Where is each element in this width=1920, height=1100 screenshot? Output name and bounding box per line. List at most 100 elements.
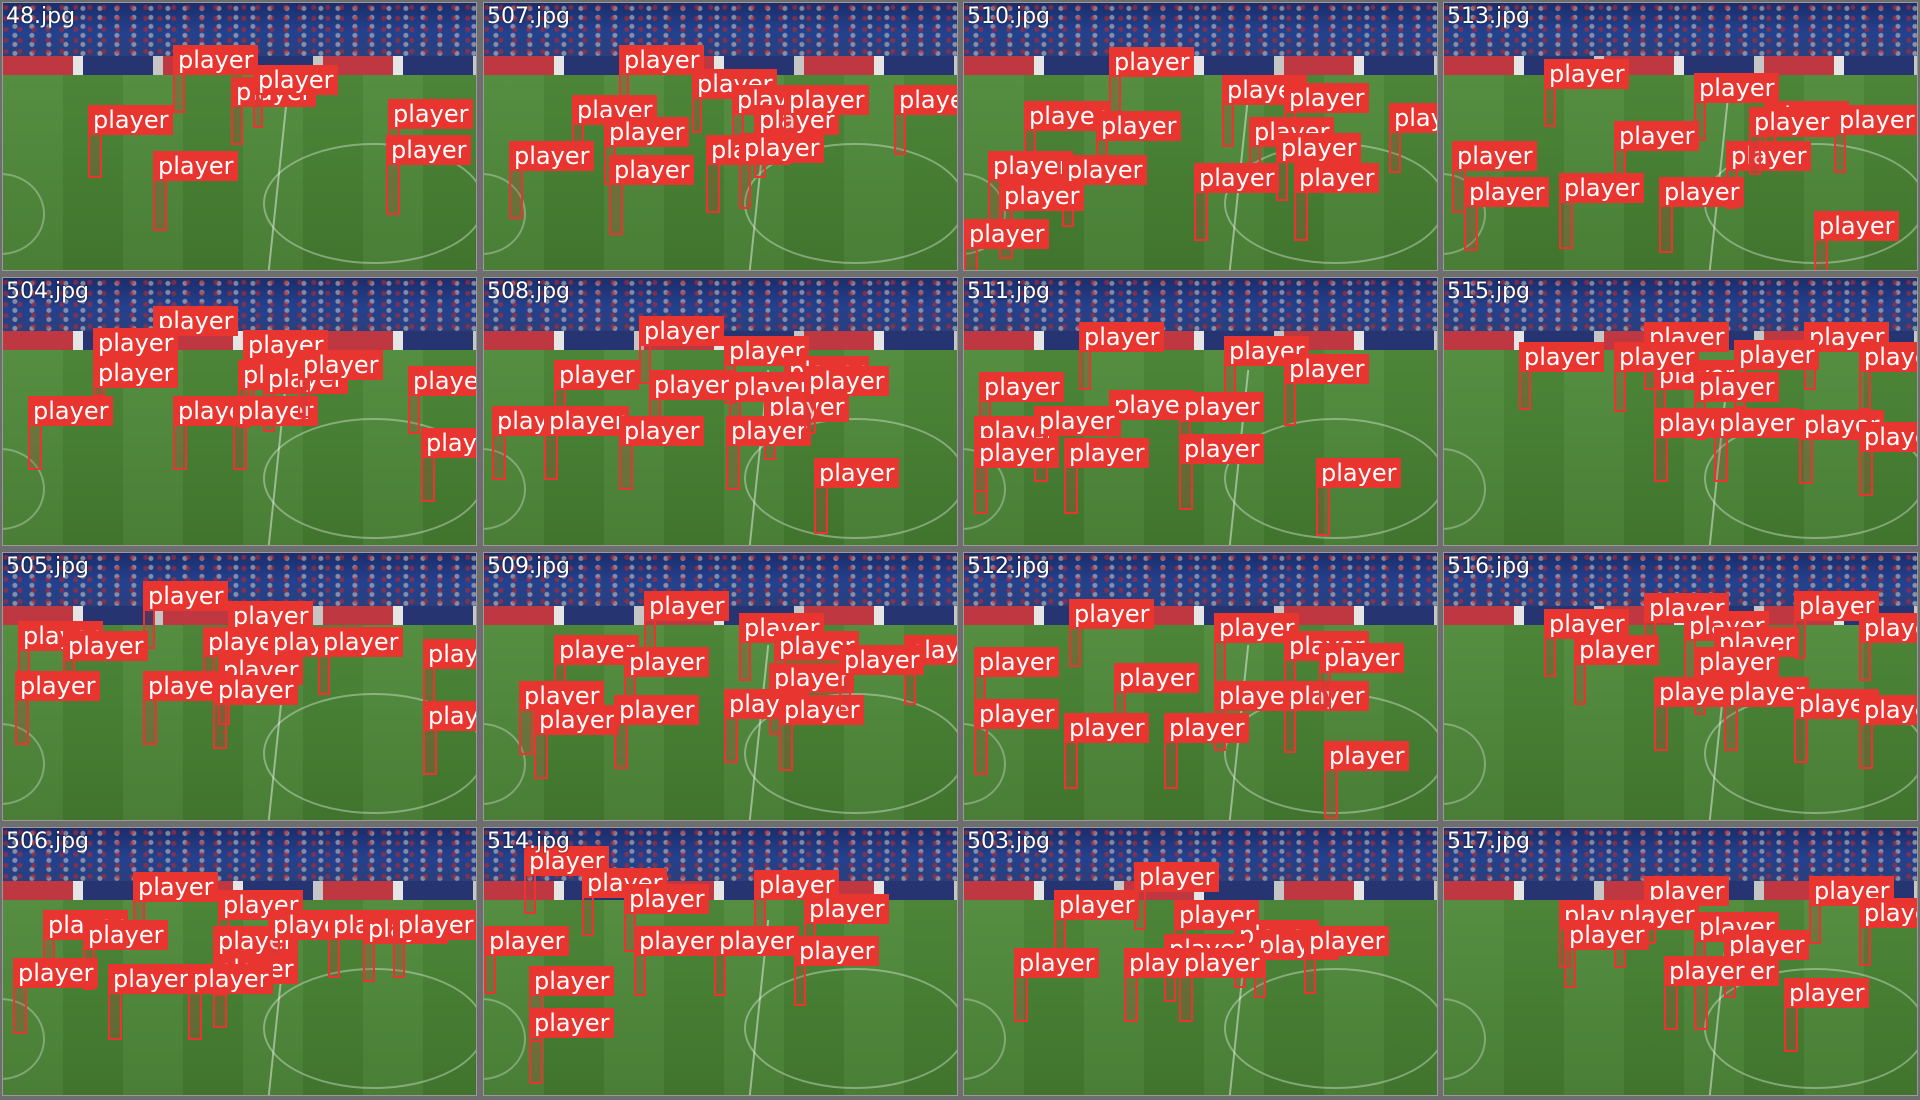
tile-filename: 505.jpg bbox=[6, 554, 90, 579]
detection-label: player bbox=[1069, 599, 1155, 629]
player-detection-box: player bbox=[988, 151, 1074, 227]
player-detection-box: player bbox=[529, 1008, 615, 1084]
player-detection-box: player bbox=[544, 406, 630, 480]
player-detection-box: player bbox=[363, 914, 449, 982]
detection-label: player bbox=[1324, 741, 1410, 771]
detection-label: player bbox=[1179, 434, 1265, 464]
crowd-stands bbox=[3, 278, 476, 332]
player-detection-box: player bbox=[423, 639, 476, 707]
center-circle bbox=[744, 143, 957, 265]
image-tile: 517.jpg player player player player player pla… bbox=[1443, 827, 1918, 1096]
detection-label: player bbox=[974, 699, 1060, 729]
tile-filename: 515.jpg bbox=[1447, 279, 1531, 304]
player-detection-box: player bbox=[1222, 75, 1308, 147]
detection-label: player bbox=[1544, 609, 1630, 639]
player-detection-box: player bbox=[779, 695, 865, 771]
player-detection-box: player bbox=[1069, 599, 1155, 667]
detection-label: player bbox=[1024, 101, 1110, 131]
player-detection-box: player bbox=[108, 964, 194, 1040]
detection-label: player bbox=[88, 105, 174, 135]
player-detection-box: player bbox=[1064, 713, 1150, 789]
penalty-arc bbox=[1444, 997, 1486, 1080]
detection-label: player bbox=[726, 416, 812, 446]
detection-label: player bbox=[619, 416, 705, 446]
player-detection-box: player bbox=[534, 705, 620, 779]
detection-label: player bbox=[1726, 141, 1812, 171]
detection-label: player bbox=[1284, 354, 1370, 384]
penalty-arc bbox=[1444, 447, 1486, 530]
detection-label: player bbox=[298, 350, 384, 380]
grass-pitch bbox=[484, 75, 957, 270]
detection-label: player bbox=[804, 894, 890, 924]
detection-label: player bbox=[794, 936, 880, 966]
detection-label: player bbox=[1654, 677, 1740, 707]
tile-filename: 504.jpg bbox=[6, 279, 90, 304]
player-detection-box: player bbox=[619, 416, 705, 490]
detection-label: player bbox=[964, 219, 1050, 249]
detection-label: player bbox=[63, 631, 149, 661]
player-detection-box: player bbox=[231, 77, 317, 145]
detection-label: player bbox=[1694, 647, 1780, 677]
image-tile: 515.jpg player player player player player pla… bbox=[1443, 277, 1918, 546]
detection-label: player bbox=[1284, 83, 1370, 113]
player-detection-box: player bbox=[153, 151, 239, 231]
detection-label: player bbox=[544, 406, 630, 436]
image-tile: 507.jpg player player player player player pla… bbox=[483, 2, 958, 271]
detection-label: player bbox=[423, 639, 476, 669]
penalty-arc bbox=[484, 997, 526, 1080]
crowd-stands bbox=[964, 3, 1437, 57]
player-detection-box: player bbox=[1319, 643, 1405, 711]
player-detection-box: player bbox=[974, 647, 1060, 715]
player-detection-box: player bbox=[386, 135, 472, 215]
player-detection-box: player bbox=[1714, 408, 1800, 482]
player-detection-box: player bbox=[1452, 141, 1538, 213]
detection-label: player bbox=[1464, 177, 1550, 207]
detection-label: player bbox=[213, 926, 299, 956]
detection-label: player bbox=[93, 358, 179, 388]
tile-filename: 506.jpg bbox=[6, 829, 90, 854]
detection-label: player bbox=[1214, 613, 1300, 643]
detection-label: player bbox=[213, 675, 299, 705]
player-detection-box: player bbox=[1659, 177, 1745, 253]
player-detection-box: player bbox=[1316, 458, 1402, 536]
detection-label: player bbox=[1694, 73, 1780, 103]
detection-label: player bbox=[644, 591, 730, 621]
player-detection-box: player bbox=[83, 920, 169, 990]
player-detection-box: player bbox=[726, 416, 812, 490]
stadium-scene bbox=[484, 3, 957, 270]
stadium-scene bbox=[1444, 278, 1917, 545]
detection-label: player bbox=[1034, 406, 1120, 436]
player-detection-box: player bbox=[1024, 101, 1110, 169]
detection-label: player bbox=[233, 396, 319, 426]
player-detection-box: player bbox=[1284, 681, 1370, 753]
image-tile: 516.jpg player player player player player pla… bbox=[1443, 552, 1918, 821]
player-detection-box: player bbox=[634, 926, 720, 996]
player-detection-box: player bbox=[624, 884, 710, 952]
detection-label: player bbox=[1134, 862, 1220, 892]
detection-label: player bbox=[1559, 173, 1645, 203]
player-detection-box: player bbox=[1464, 177, 1550, 251]
detection-label: player bbox=[1164, 713, 1250, 743]
detection-label: player bbox=[624, 647, 710, 677]
detection-label: player bbox=[408, 366, 476, 396]
detection-label: player bbox=[784, 85, 870, 115]
player-detection-box: player bbox=[609, 155, 695, 235]
detection-label: player bbox=[1734, 340, 1820, 370]
detection-label: player bbox=[1319, 643, 1405, 673]
tile-filename: 508.jpg bbox=[487, 279, 571, 304]
player-detection-box: player bbox=[1799, 410, 1885, 484]
detection-label: player bbox=[779, 695, 865, 725]
grass-pitch bbox=[1444, 625, 1917, 820]
detection-label: player bbox=[1519, 342, 1605, 372]
detection-label: player bbox=[393, 910, 476, 940]
detection-label: player bbox=[814, 458, 900, 488]
player-detection-box: player bbox=[524, 846, 610, 914]
penalty-arc bbox=[1444, 722, 1486, 805]
detection-label: player bbox=[153, 151, 239, 181]
player-detection-box: player bbox=[253, 65, 339, 128]
player-detection-box: player bbox=[1114, 663, 1200, 733]
detection-label: player bbox=[1316, 458, 1402, 488]
detection-label: player bbox=[1859, 342, 1917, 372]
center-circle bbox=[1224, 968, 1437, 1090]
detection-label: player bbox=[1694, 372, 1780, 402]
